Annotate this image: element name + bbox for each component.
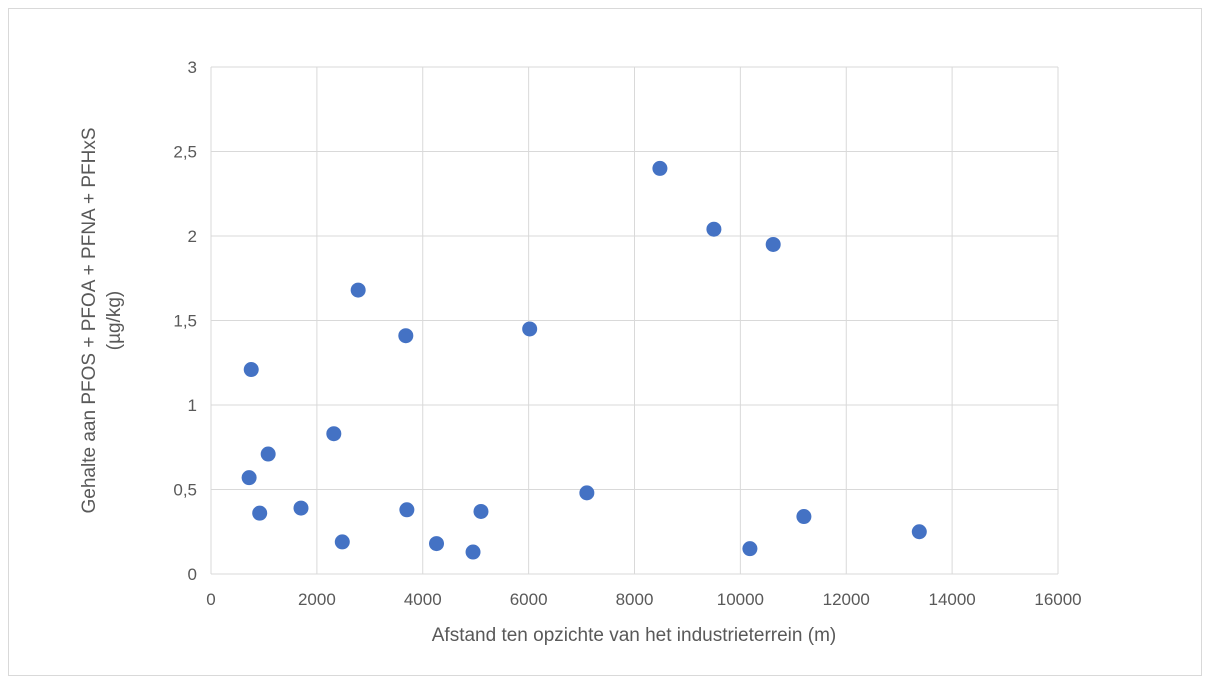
data-point: [911, 524, 927, 540]
data-point: [522, 321, 538, 337]
x-tick-label: 16000: [1034, 590, 1081, 609]
data-point: [326, 426, 342, 442]
x-tick-label: 14000: [928, 590, 975, 609]
data-point: [252, 505, 268, 521]
x-tick-label: 0: [206, 590, 215, 609]
data-point: [429, 536, 445, 552]
y-tick-label: 0,5: [173, 481, 197, 500]
data-point: [243, 362, 259, 378]
data-point: [334, 534, 350, 550]
y-tick-label: 1: [188, 396, 197, 415]
data-point: [260, 446, 276, 462]
data-point: [579, 485, 595, 501]
chart-frame: [8, 8, 1202, 676]
x-tick-label: 6000: [510, 590, 548, 609]
data-point: [765, 236, 781, 252]
x-tick-label: 10000: [717, 590, 764, 609]
y-tick-label: 1,5: [173, 312, 197, 331]
data-point: [399, 502, 415, 518]
y-axis-tick-labels: 0 0,5 1 1,5 2 2,5 3: [173, 58, 197, 584]
data-point: [473, 503, 489, 519]
data-point: [742, 541, 758, 557]
x-tick-label: 12000: [823, 590, 870, 609]
y-axis-title-line-2: (µg/kg): [104, 291, 125, 351]
grid-lines: [210, 66, 1059, 575]
data-point: [398, 328, 414, 344]
data-point: [706, 221, 722, 237]
data-point: [796, 509, 812, 525]
x-tick-label: 8000: [616, 590, 654, 609]
data-point: [350, 282, 366, 298]
data-point: [652, 160, 668, 176]
x-axis-tick-labels: 0 2000 4000 6000 8000 10000 12000 14000 16000: [206, 590, 1081, 609]
x-tick-label: 4000: [404, 590, 442, 609]
x-tick-label: 2000: [298, 590, 336, 609]
data-point: [465, 544, 481, 560]
y-axis-title-line-1: Gehalte aan PFOS + PFOA + PFNA + PFHxS: [79, 128, 100, 514]
data-point: [241, 470, 257, 486]
y-tick-label: 2,5: [173, 143, 197, 162]
y-tick-label: 2: [188, 227, 197, 246]
data-points: [241, 160, 927, 560]
data-point: [293, 500, 309, 516]
y-tick-label: 3: [188, 58, 197, 77]
y-axis-title: Gehalte aan PFOS + PFOA + PFNA + PFHxS (…: [79, 128, 125, 514]
x-axis-title: Afstand ten opzichte van het industriete…: [432, 625, 836, 646]
y-tick-label: 0: [188, 565, 197, 584]
